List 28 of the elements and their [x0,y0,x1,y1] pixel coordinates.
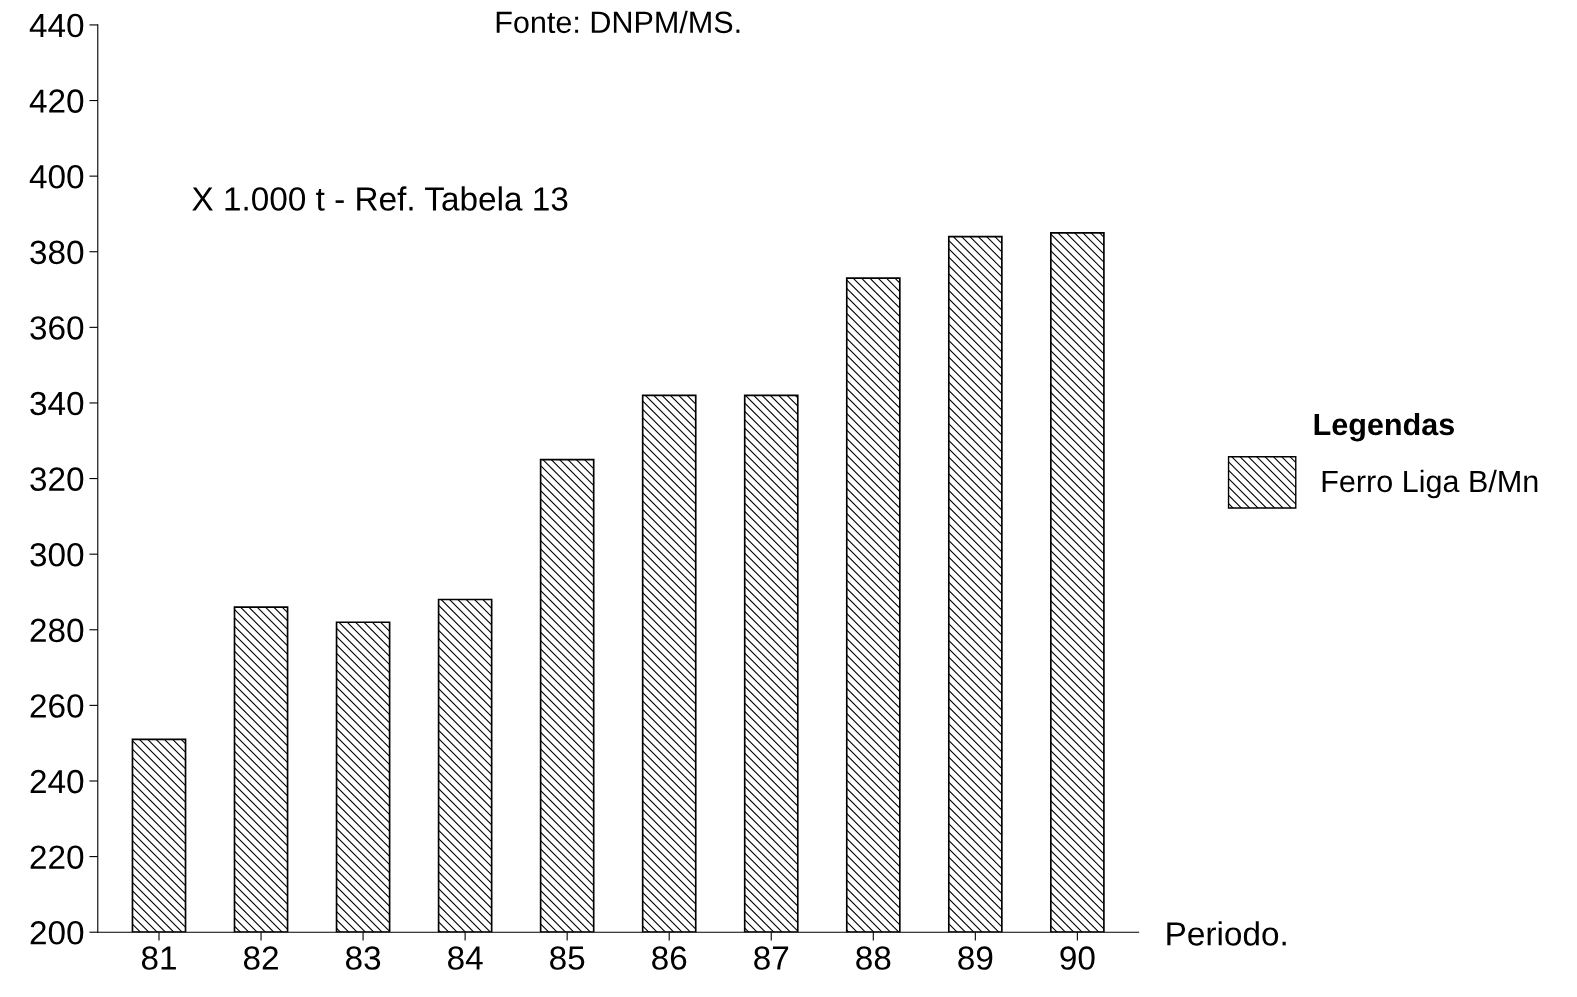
y-tick-label: 260 [30,694,84,718]
y-tick-label: 380 [30,240,84,265]
y-tick-label: 420 [29,89,84,113]
y-tick-label: 280 [30,618,84,643]
x-tick-label: 82 [243,946,278,970]
y-tick-label: 200 [30,921,84,945]
x-tick-label: 81 [141,946,176,970]
y-tick-label: 360 [30,316,84,340]
x-tick-label: 90 [1060,946,1095,970]
legend-title: Legendas [1314,412,1454,442]
y-tick-label: 400 [29,164,84,189]
annotation: X 1.000 t - Ref. Tabela 13 [192,186,568,211]
x-tick-label: 85 [550,946,585,970]
y-tick-label: 320 [30,467,84,491]
y-tick-label: 300 [30,542,84,567]
annotation: Fonte: DNPM/MS. [496,10,740,34]
x-axis-title: Periodo. [1167,921,1286,946]
y-tick-label: 240 [30,769,84,794]
y-tick-label: 220 [30,845,84,869]
x-tick-label: 86 [652,946,687,970]
legend-label: Ferro Liga B/Mn [1322,469,1538,499]
x-tick-label: 84 [448,946,483,970]
x-tick-label: 83 [345,946,381,970]
y-tick-label: 340 [30,391,84,416]
x-tick-label: 87 [754,946,789,970]
y-tick-label: 440 [29,13,84,38]
x-tick-label: 88 [856,946,891,970]
x-tick-label: 89 [958,946,993,970]
